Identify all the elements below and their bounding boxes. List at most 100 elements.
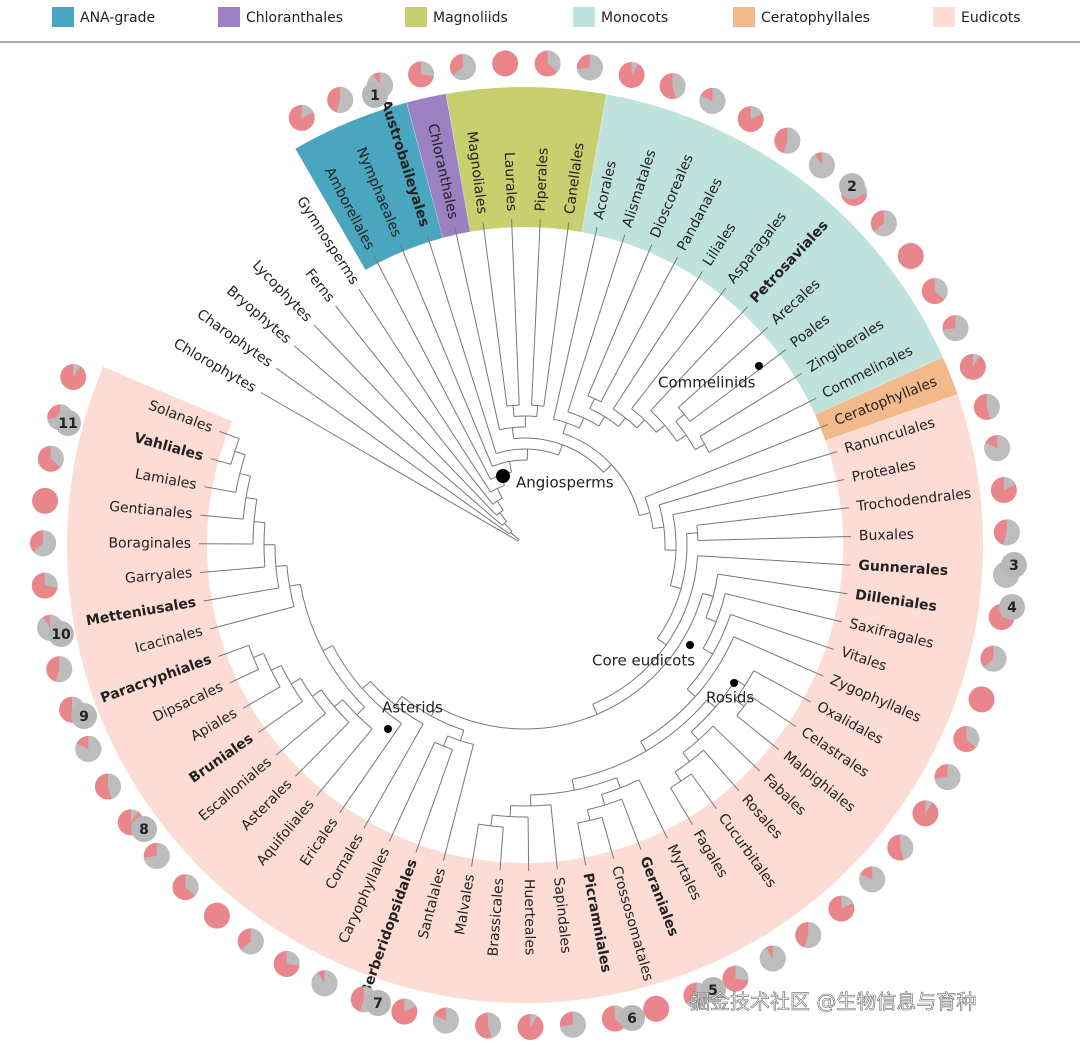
- branch: [470, 824, 480, 867]
- branch: [543, 221, 570, 407]
- branch: [652, 526, 664, 530]
- branch: [689, 349, 787, 422]
- branch: [503, 522, 513, 532]
- branch-arc: [447, 735, 474, 745]
- pie-wedge: [783, 127, 801, 154]
- branch: [586, 809, 591, 821]
- branch-arc: [612, 408, 638, 429]
- branch-arc: [640, 636, 735, 742]
- legend-label: Chloranthales: [246, 10, 343, 26]
- branch: [276, 367, 510, 535]
- badge-label: 5: [708, 983, 718, 999]
- branch: [335, 305, 494, 505]
- pie-wedge: [804, 922, 822, 949]
- branch-arc: [601, 779, 640, 796]
- branch-arc: [677, 407, 691, 422]
- pie-wedge: [336, 86, 354, 113]
- node-label: Commelinids: [658, 374, 756, 392]
- badge-label: 6: [627, 1011, 637, 1027]
- badge: [362, 82, 388, 108]
- node-labels: Angiosperms Commelinids Core eudicots Rosid…: [382, 362, 763, 733]
- branch: [640, 741, 647, 752]
- pie-wedge: [672, 73, 686, 99]
- branch: [708, 397, 817, 453]
- pie-wedge: [859, 866, 886, 893]
- pie-wedge: [143, 842, 170, 869]
- leaf-label: Huerteales: [521, 879, 538, 955]
- pie-wedge: [301, 104, 314, 118]
- leaf-label: Garryales: [124, 565, 192, 587]
- branch: [527, 816, 530, 871]
- branch: [730, 614, 834, 650]
- branch: [388, 742, 436, 842]
- branch: [260, 392, 519, 542]
- leaf-label: Piperales: [533, 147, 552, 211]
- branch-arc: [235, 454, 246, 493]
- branch-arc: [513, 437, 604, 473]
- clade-bands: [67, 87, 984, 1003]
- pie-wedge: [750, 106, 763, 120]
- branch-arc: [587, 395, 602, 403]
- badge-label: 11: [58, 416, 77, 432]
- branch-arc: [496, 509, 504, 516]
- pie-wedge: [44, 572, 58, 588]
- branch: [258, 701, 303, 733]
- branch: [510, 532, 520, 541]
- node-label: Asterids: [382, 699, 443, 717]
- branch: [415, 749, 453, 853]
- branch: [589, 398, 595, 409]
- pie-wedge: [983, 645, 1007, 672]
- leaf-label: Ferns: [302, 266, 338, 305]
- legend-swatch: [52, 7, 74, 27]
- pie-wedge: [972, 353, 980, 367]
- branch-arc: [682, 725, 714, 754]
- branch: [536, 405, 539, 417]
- branch: [735, 679, 746, 686]
- pie-wedge: [530, 1013, 538, 1027]
- branch: [426, 233, 497, 454]
- clade-band: [295, 102, 443, 270]
- branch-arc: [686, 614, 732, 690]
- pie-wedge: [759, 945, 786, 972]
- pie-wedge: [699, 87, 726, 114]
- branch: [550, 804, 558, 870]
- branch: [219, 430, 240, 440]
- branch: [242, 686, 281, 709]
- branch: [553, 226, 598, 420]
- branch: [209, 606, 295, 630]
- pie-wedge: [488, 1012, 502, 1039]
- branch-arc: [517, 539, 520, 542]
- branch: [394, 696, 403, 706]
- branch-arc: [320, 689, 350, 723]
- pie-wedge: [735, 965, 749, 981]
- pie-wedge: [547, 50, 561, 73]
- branch: [703, 749, 740, 792]
- branch: [558, 444, 563, 456]
- branch: [631, 287, 727, 410]
- branch: [670, 787, 694, 825]
- branch: [200, 514, 244, 520]
- branch: [373, 255, 492, 480]
- branch: [356, 706, 365, 716]
- legend-swatch: [218, 7, 240, 27]
- branch: [690, 773, 717, 810]
- pie-wedge: [311, 970, 338, 997]
- branch: [699, 372, 803, 437]
- pie-wedge: [1003, 476, 1016, 490]
- leaf-label: Gentianales: [108, 499, 193, 523]
- legend-label: ANA-grade: [80, 10, 155, 26]
- branch: [275, 564, 287, 567]
- branch-arc: [499, 426, 526, 431]
- branch: [674, 771, 682, 782]
- branch: [509, 805, 512, 817]
- branch: [399, 243, 493, 467]
- branch-arc: [510, 804, 551, 807]
- badge-label: 3: [1009, 558, 1019, 574]
- branch: [644, 424, 829, 498]
- branch: [686, 688, 696, 697]
- branch: [571, 779, 575, 791]
- pie-wedge: [432, 1007, 459, 1034]
- badge: [700, 977, 726, 1003]
- badge: [55, 410, 81, 436]
- branch: [733, 636, 824, 677]
